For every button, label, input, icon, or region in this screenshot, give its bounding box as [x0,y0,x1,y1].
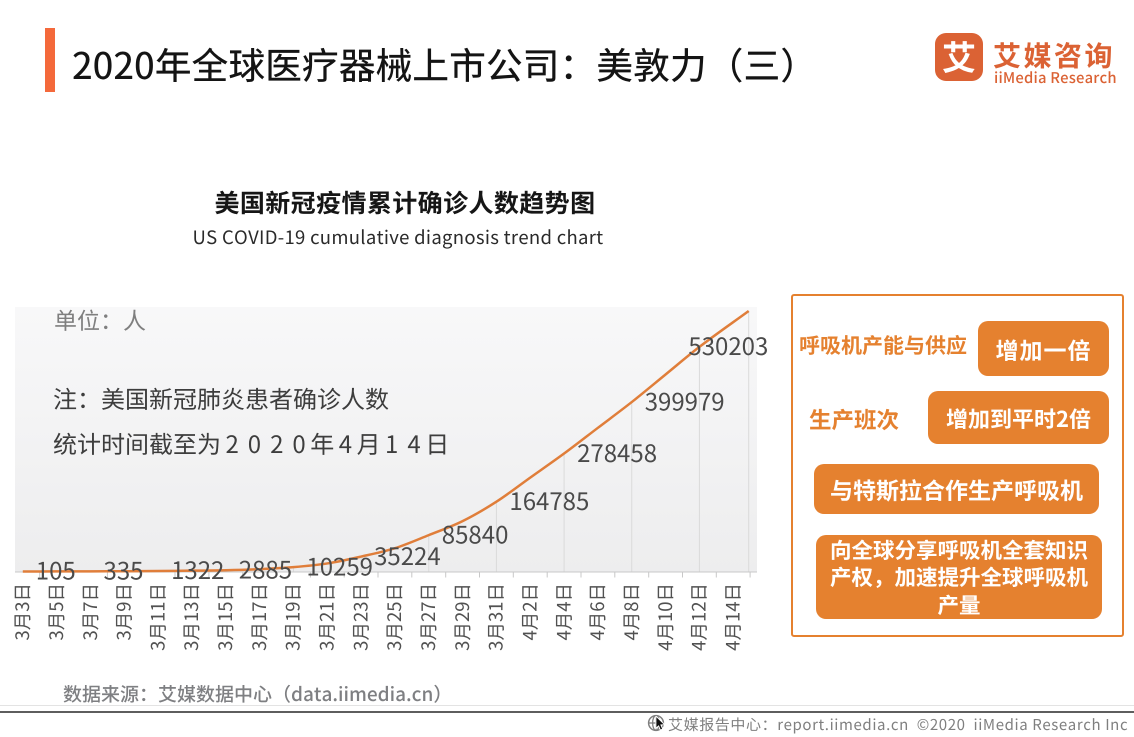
value-label: 105 [36,552,76,587]
ventilator-info-panel: 呼吸机产能与供应 增加一倍 生产班次 增加到平时2倍 与特斯拉合作生产呼吸机 向… [791,294,1124,637]
globe-icon [647,714,665,732]
x-axis-label: 4月12日 [686,583,712,651]
x-axis-label: 3月7日 [77,583,103,641]
trend-line [22,309,750,573]
panel-button-shifts[interactable]: 增加到平时2倍 [928,391,1109,444]
iimedia-logo-icon: 艾 [935,33,983,81]
x-axis-label: 4月4日 [550,583,576,641]
panel-button-double[interactable]: 增加一倍 [978,321,1109,376]
page-title: 2020年全球医疗器械上市公司：美敦力（三） [72,36,818,90]
line-chart: 3月3日 3月5日 3月7日 3月9日 3月11日 3月13日 3月15日 3月17日 3月19… [9,307,768,651]
chart-note-line-1: 注：美国新冠肺炎患者确诊人数 [53,380,389,415]
title-accent-bar [45,28,55,92]
value-label: 399979 [645,382,725,417]
x-axis-label: 3月13日 [178,583,204,651]
x-axis-label: 3月29日 [449,583,475,651]
data-source-note: 数据来源：艾媒数据中心（data.iimedia.cn） [63,680,453,707]
value-label: 335 [104,552,144,587]
chart-subtitle: US COVID-19 cumulative diagnosis trend c… [192,224,604,250]
value-label: 85840 [442,515,509,550]
chart-note-line-2: 统计时间截至为 2 0 2 0 年 4 月 1 4 日 [53,425,450,460]
x-axis-label: 3月31日 [483,583,509,651]
logo-name: 艾媒咨询 [993,35,1116,75]
x-axis-label: 3月23日 [347,583,373,651]
x-axis-label: 3月15日 [212,583,238,651]
x-axis-label: 4月14日 [719,583,745,651]
logo-subtitle: iiMedia Research [994,66,1117,88]
value-label: 35224 [374,537,441,572]
panel-button-share-ip[interactable]: 向全球分享呼吸机全套知识产权，加速提升全球呼吸机产量 [816,535,1102,619]
x-axis-label: 3月19日 [280,583,306,651]
x-axis-label: 3月25日 [381,583,407,651]
value-label: 530203 [688,327,768,362]
x-axis-label: 3月17日 [246,583,272,651]
x-axis-label: 3月21日 [314,583,340,651]
x-axis-label: 4月2日 [517,583,543,641]
x-axis-label: 3月5日 [43,583,69,641]
x-axis-label: 3月9日 [111,583,137,641]
plot-area [15,307,757,572]
x-axis-label: 4月8日 [618,583,644,641]
footer-copyright: 艾媒报告中心：report.iimedia.cn ©2020 iiMedia R… [668,714,1129,735]
footer-divider-dark [0,711,1134,713]
panel-button-tesla[interactable]: 与特斯拉合作生产呼吸机 [814,464,1099,514]
x-axis-label: 3月11日 [144,583,170,651]
chart-unit-label: 单位：人 [54,302,146,336]
x-axis-label: 4月10日 [652,583,678,651]
x-axis-label: 3月3日 [9,583,35,641]
chart-title: 美国新冠疫情累计确诊人数趋势图 [214,184,596,220]
value-label: 2885 [239,550,292,585]
chart-note: 注：美国新冠肺炎患者确诊人数 统计时间截至为 2 0 2 0 年 4 月 1 4 日 [53,380,449,470]
footer-divider-light [0,704,1134,706]
value-label: 1322 [171,551,224,586]
value-label: 10259 [306,547,373,582]
value-label: 164785 [509,482,589,517]
x-axis-label: 3月27日 [415,583,441,651]
panel-label-shifts: 生产班次 [809,403,900,435]
value-label: 278458 [577,434,657,469]
panel-label-capacity: 呼吸机产能与供应 [799,330,967,360]
x-axis-label: 4月6日 [584,583,610,641]
